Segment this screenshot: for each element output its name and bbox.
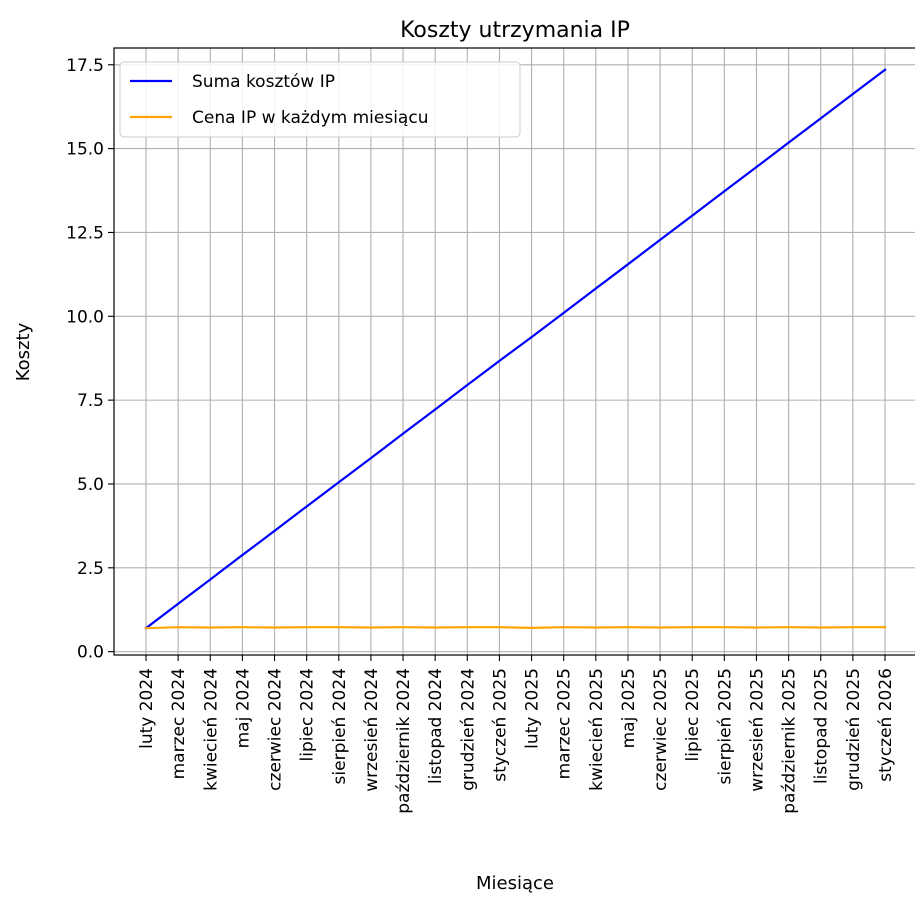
data-point-monthly xyxy=(883,626,887,629)
data-point-total xyxy=(755,165,758,169)
data-point-total xyxy=(401,432,405,435)
x-tick-label: sierpień 2024 xyxy=(330,668,350,784)
x-tick-label: grudzień 2025 xyxy=(844,668,864,791)
data-point-total xyxy=(851,92,854,96)
data-point-monthly xyxy=(241,626,244,629)
data-point-monthly xyxy=(594,626,597,629)
y-tick-label: 12.5 xyxy=(66,223,104,243)
legend-label-total: Suma kosztów IP xyxy=(192,72,335,92)
x-tick-label: maj 2025 xyxy=(619,668,639,748)
data-point-monthly xyxy=(723,626,726,629)
x-tick-label: wrzesień 2024 xyxy=(362,668,382,792)
x-axis-label: Miesiące xyxy=(476,873,554,894)
chart-title: Koszty utrzymania IP xyxy=(400,18,630,43)
x-tick-label: luty 2024 xyxy=(137,668,157,749)
x-tick-label: kwiecień 2024 xyxy=(201,668,221,791)
x-tick-label: luty 2025 xyxy=(523,668,543,749)
data-point-total xyxy=(209,578,212,581)
x-tick-label: styczeń 2025 xyxy=(490,668,510,782)
data-point-monthly xyxy=(337,626,340,629)
data-point-total xyxy=(691,214,694,217)
data-point-total xyxy=(177,602,180,605)
x-tick-label: marzec 2025 xyxy=(555,668,575,779)
data-point-total xyxy=(819,117,822,120)
plot-frame xyxy=(113,47,915,656)
data-point-total xyxy=(498,359,501,362)
data-point-total xyxy=(337,481,340,484)
data-point-monthly xyxy=(434,626,437,629)
series-layer xyxy=(144,68,887,630)
legend-label-monthly: Cena IP w każdym miesiącu xyxy=(192,108,428,128)
y-axis: 0.0 2.5 5.0 7.5 10.0 12.5 15.0 17.5 xyxy=(66,56,114,663)
data-point-monthly xyxy=(626,626,630,629)
y-axis-label: Koszty xyxy=(13,322,34,381)
data-point-monthly xyxy=(498,626,501,629)
data-point-monthly xyxy=(144,627,148,630)
x-axis: luty 2024 marzec 2024 kwiecień 2024 maj 202… xyxy=(137,655,896,814)
grid xyxy=(114,48,915,655)
y-tick-label: 7.5 xyxy=(77,391,104,411)
y-tick-label: 0.0 xyxy=(77,643,104,663)
data-point-total xyxy=(594,287,597,290)
data-point-total xyxy=(305,505,308,508)
data-point-monthly xyxy=(691,626,694,629)
data-point-monthly xyxy=(787,626,790,629)
y-tick-label: 15.0 xyxy=(66,140,104,160)
x-tick-label: styczeń 2026 xyxy=(876,668,896,782)
x-tick-label: maj 2024 xyxy=(233,668,253,748)
data-point-monthly xyxy=(530,626,533,629)
data-point-monthly xyxy=(466,626,469,629)
data-point-monthly xyxy=(658,626,662,629)
data-point-total xyxy=(626,263,630,266)
data-point-monthly xyxy=(755,626,758,629)
x-tick-label: październik 2025 xyxy=(780,668,800,814)
y-tick-label: 17.5 xyxy=(66,56,104,76)
x-tick-label: czerwiec 2025 xyxy=(651,668,671,791)
data-point-total xyxy=(723,190,726,193)
x-tick-label: lipiec 2024 xyxy=(298,668,318,761)
data-point-monthly xyxy=(209,626,212,629)
data-point-total xyxy=(658,238,662,241)
x-tick-label: kwiecień 2025 xyxy=(587,668,607,791)
series-line-monthly xyxy=(144,626,887,630)
data-point-monthly xyxy=(273,626,276,629)
data-point-monthly xyxy=(562,626,565,629)
data-point-total xyxy=(562,311,565,315)
x-tick-label: czerwiec 2024 xyxy=(266,668,286,791)
data-point-total xyxy=(530,335,533,339)
data-point-total xyxy=(369,457,373,460)
data-point-total xyxy=(273,529,276,533)
x-tick-label: listopad 2025 xyxy=(812,668,832,784)
data-point-total xyxy=(883,68,887,71)
data-point-monthly xyxy=(369,626,373,629)
data-point-total xyxy=(466,383,469,387)
data-point-monthly xyxy=(177,626,180,629)
x-tick-label: sierpień 2025 xyxy=(715,668,735,784)
data-point-monthly xyxy=(819,626,822,629)
series-line-total xyxy=(144,68,887,630)
legend-frame xyxy=(119,61,521,138)
y-tick-label: 10.0 xyxy=(66,307,104,327)
y-tick-label: 5.0 xyxy=(77,475,104,495)
data-point-monthly xyxy=(305,626,308,629)
x-tick-label: listopad 2024 xyxy=(426,668,446,784)
y-tick-label: 2.5 xyxy=(77,559,104,579)
data-point-total xyxy=(787,141,790,144)
x-tick-label: grudzień 2024 xyxy=(458,668,478,791)
data-point-total xyxy=(434,408,437,411)
data-point-monthly xyxy=(851,626,854,629)
data-point-monthly xyxy=(401,626,405,629)
data-point-total xyxy=(241,553,244,557)
x-tick-label: wrzesień 2025 xyxy=(747,668,767,792)
x-tick-label: lipiec 2025 xyxy=(683,668,703,761)
x-tick-label: październik 2024 xyxy=(394,668,414,814)
legend: Suma kosztów IP Cena IP w każdym miesiąc… xyxy=(119,61,521,138)
x-tick-label: marzec 2024 xyxy=(169,668,189,779)
